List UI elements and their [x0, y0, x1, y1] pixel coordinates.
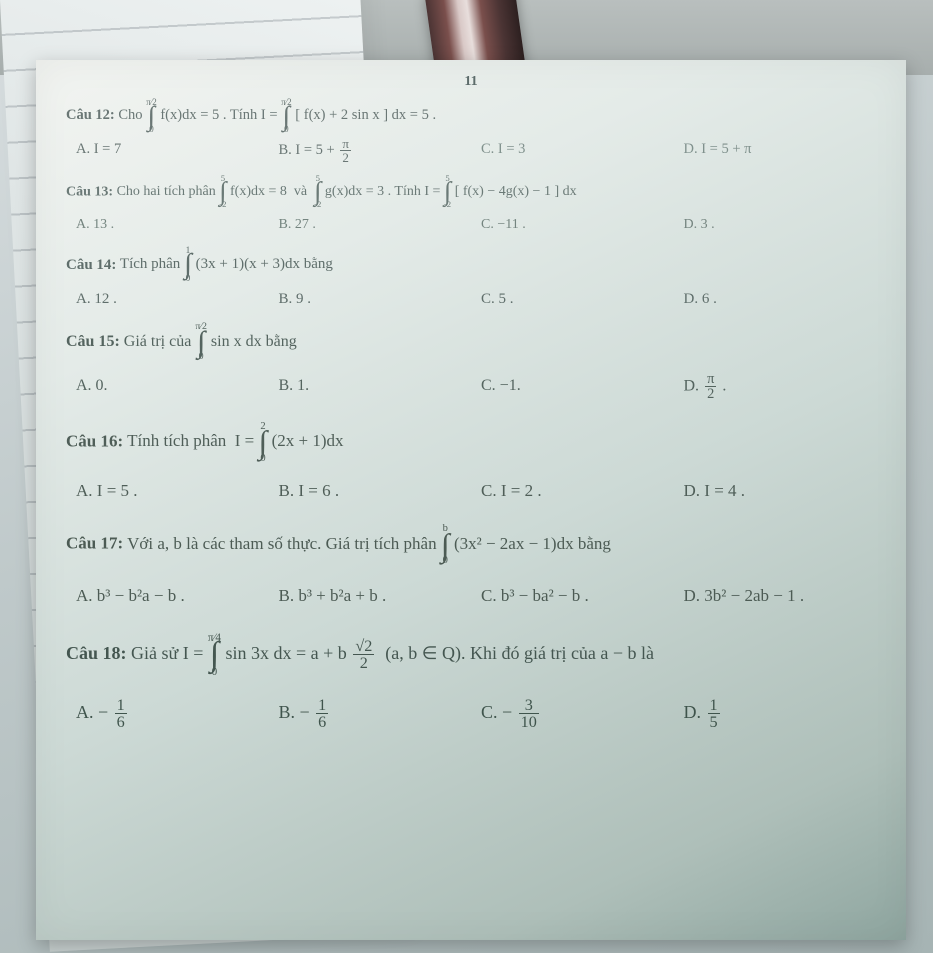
question-17-option-c: C. b³ − ba² − b . [481, 582, 674, 611]
question-14-options: A. 12 . B. 9 . C. 5 . D. 6 . [76, 287, 876, 313]
question-14-option-c: C. 5 . [481, 287, 674, 313]
question-17-stem: Với a, b là các tham số thực. Giá trị tí… [127, 534, 611, 553]
question-12-label: Câu 12: [66, 107, 115, 123]
question-12-option-c: C. I = 3 [481, 137, 674, 164]
question-14: Câu 14: Tích phân 1∫0 (3x + 1)(x + 3)dx … [66, 247, 876, 313]
question-13: Câu 13: Cho hai tích phân 5∫-2 f(x)dx = … [66, 175, 876, 237]
question-12: Câu 12: Cho π⁄2∫0 f(x)dx = 5 . Tính I = … [66, 98, 876, 165]
question-17-label: Câu 17: [66, 534, 123, 553]
question-15-options: A. 0. B. 1. C. −1. D. π2 . [76, 372, 876, 402]
question-12-stem: Cho π⁄2∫0 f(x)dx = 5 . Tính I = π⁄2∫0 [ … [118, 107, 436, 123]
question-15-option-d: D. π2 . [684, 372, 877, 402]
question-18-option-b: B. − 16 [279, 697, 472, 731]
question-13-option-c: C. −11 . [481, 213, 674, 237]
question-13-option-a: A. 13 . [76, 213, 269, 237]
question-16: Câu 16: Tính tích phân I = 2∫0 (2x + 1)d… [66, 422, 876, 506]
question-15-option-b: B. 1. [279, 372, 472, 402]
question-12-option-b: B. I = 5 + π2 [279, 137, 472, 164]
question-16-option-b: B. I = 6 . [279, 477, 472, 506]
question-14-option-d: D. 6 . [684, 287, 877, 313]
question-13-option-b: B. 27 . [279, 213, 472, 237]
question-16-stem: Tính tích phân I = 2∫0 (2x + 1)dx [127, 431, 343, 450]
question-16-label: Câu 16: [66, 431, 123, 450]
question-17: Câu 17: Với a, b là các tham số thực. Gi… [66, 524, 876, 610]
question-18-label: Câu 18: [66, 643, 127, 663]
question-14-option-b: B. 9 . [279, 287, 472, 313]
question-14-option-a: A. 12 . [76, 287, 269, 313]
question-12-options: A. I = 7 B. I = 5 + π2 C. I = 3 D. I = 5… [76, 137, 876, 164]
question-12-option-d: D. I = 5 + π [684, 137, 877, 164]
question-13-stem: Cho hai tích phân 5∫-2 f(x)dx = 8 và 5∫-… [117, 184, 577, 199]
question-15-option-c: C. −1. [481, 372, 674, 402]
exam-sheet: 11 Câu 12: Cho π⁄2∫0 f(x)dx = 5 . Tính I… [36, 60, 906, 940]
question-13-option-d: D. 3 . [684, 213, 877, 237]
question-18-option-d: D. 15 [684, 697, 877, 731]
question-15-stem: Giá trị của π⁄2∫0 sin x dx bằng [124, 333, 297, 350]
question-13-options: A. 13 . B. 27 . C. −11 . D. 3 . [76, 213, 876, 237]
question-17-options: A. b³ − b²a − b . B. b³ + b²a + b . C. b… [76, 582, 876, 611]
question-14-stem: Tích phân 1∫0 (3x + 1)(x + 3)dx bằng [120, 256, 333, 272]
question-16-option-c: C. I = 2 . [481, 477, 674, 506]
question-13-label: Câu 13: [66, 184, 113, 199]
question-15-label: Câu 15: [66, 333, 120, 350]
question-18-stem: Giả sử I = π⁄4∫0 sin 3x dx = a + b √22 (… [131, 643, 654, 663]
question-18: Câu 18: Giả sử I = π⁄4∫0 sin 3x dx = a +… [66, 633, 876, 731]
question-12-option-a: A. I = 7 [76, 137, 269, 164]
question-14-label: Câu 14: [66, 256, 116, 272]
question-17-option-d: D. 3b² − 2ab − 1 . [684, 582, 877, 611]
question-18-option-c: C. − 310 [481, 697, 674, 731]
question-15-option-a: A. 0. [76, 372, 269, 402]
question-16-option-a: A. I = 5 . [76, 477, 269, 506]
question-16-options: A. I = 5 . B. I = 6 . C. I = 2 . D. I = … [76, 477, 876, 506]
question-15: Câu 15: Giá trị của π⁄2∫0 sin x dx bằng … [66, 323, 876, 402]
question-17-option-b: B. b³ + b²a + b . [279, 582, 472, 611]
question-18-options: A. − 16 B. − 16 C. − 310 D. 15 [76, 697, 876, 731]
question-16-option-d: D. I = 4 . [684, 477, 877, 506]
question-17-option-a: A. b³ − b²a − b . [76, 582, 269, 611]
question-18-option-a: A. − 16 [76, 697, 269, 731]
page-number: 11 [66, 74, 876, 90]
